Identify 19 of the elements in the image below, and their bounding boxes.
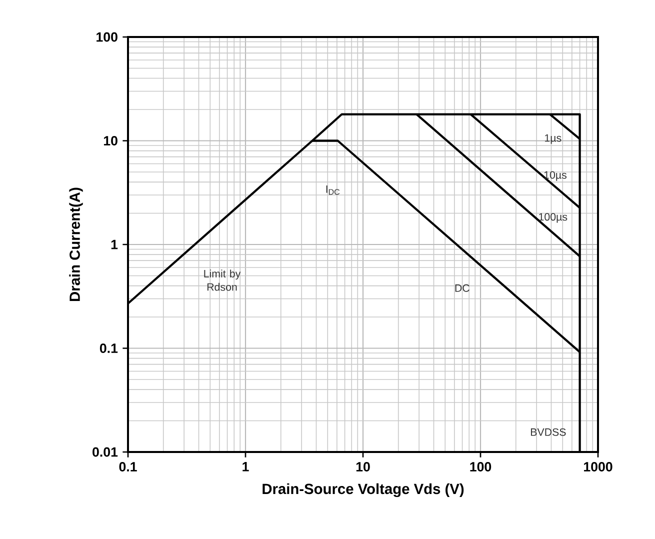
y-tick-label: 10	[104, 136, 118, 146]
annotation: 1µs	[545, 134, 562, 144]
y-tick-label: 100	[96, 32, 118, 42]
annotation: Limit by Rdson	[204, 270, 241, 291]
annotation: 100µs	[539, 213, 568, 223]
x-tick-label: 100	[470, 462, 492, 472]
y-tick-label: 1	[111, 240, 118, 250]
y-tick-label: 0.01	[92, 447, 118, 457]
x-tick-label: 1	[242, 462, 249, 472]
y-tick-label: 0.1	[100, 344, 118, 353]
x-tick-label: 10	[356, 462, 370, 472]
x-tick-label: 0.1	[119, 462, 137, 472]
annotation: I$_{DC}$	[326, 185, 340, 195]
annotation: DC	[455, 284, 470, 292]
annotation: BVDSS	[530, 428, 566, 436]
x-axis-title: Drain-Source Voltage Vds (V)	[262, 483, 464, 498]
y-axis-title: Drain Current(A)	[69, 188, 83, 301]
annotation: 10µs	[544, 171, 567, 181]
x-tick-label: 1000	[584, 462, 612, 472]
